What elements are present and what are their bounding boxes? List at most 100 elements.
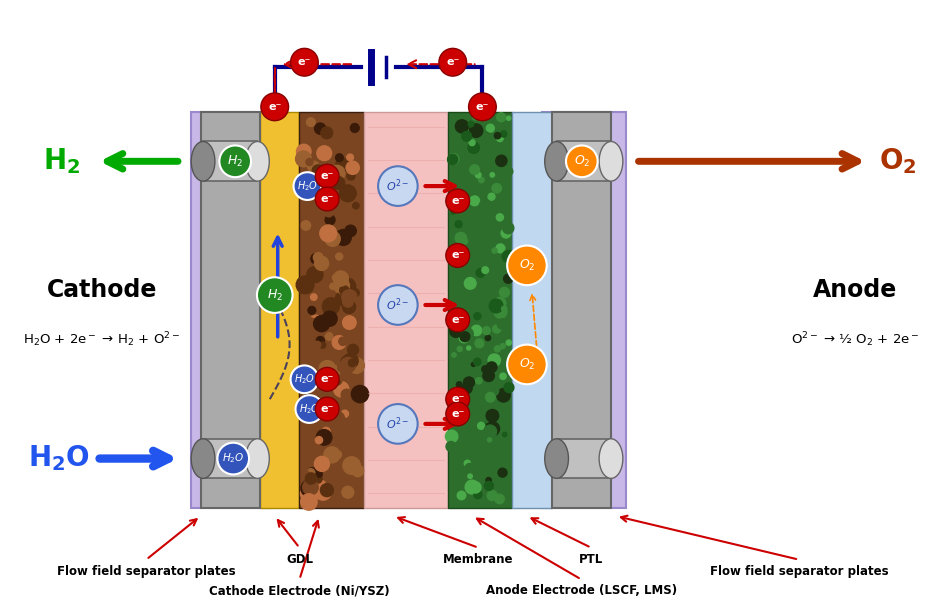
Circle shape — [305, 318, 316, 330]
Circle shape — [470, 348, 481, 358]
Circle shape — [315, 187, 339, 211]
Circle shape — [506, 340, 511, 345]
Circle shape — [478, 423, 485, 429]
Circle shape — [308, 306, 316, 314]
Text: O$^{2-}$ → ½ O$_2$ + 2e$^-$: O$^{2-}$ → ½ O$_2$ + 2e$^-$ — [791, 330, 920, 349]
Circle shape — [315, 164, 339, 188]
Circle shape — [344, 353, 358, 368]
Circle shape — [336, 154, 344, 162]
Ellipse shape — [191, 439, 215, 478]
Circle shape — [335, 229, 351, 246]
Circle shape — [307, 118, 315, 126]
Circle shape — [448, 154, 459, 164]
Circle shape — [462, 328, 473, 340]
Circle shape — [301, 494, 317, 510]
Circle shape — [501, 229, 511, 238]
Circle shape — [496, 214, 504, 221]
Circle shape — [322, 198, 334, 211]
Text: Anode: Anode — [813, 278, 898, 302]
Circle shape — [343, 316, 356, 330]
Circle shape — [347, 172, 355, 180]
Circle shape — [321, 316, 327, 323]
Circle shape — [317, 146, 331, 161]
Circle shape — [454, 409, 466, 421]
Circle shape — [295, 151, 311, 167]
Circle shape — [476, 269, 485, 277]
Circle shape — [348, 359, 356, 367]
Circle shape — [439, 49, 466, 76]
Text: $H_2O$: $H_2O$ — [294, 373, 315, 386]
Circle shape — [301, 182, 309, 192]
Circle shape — [494, 133, 506, 145]
Circle shape — [341, 410, 348, 417]
Text: $\mathbf{H_2O}$: $\mathbf{H_2O}$ — [29, 444, 90, 474]
Circle shape — [315, 437, 323, 444]
Circle shape — [333, 382, 348, 397]
Circle shape — [219, 145, 251, 177]
Circle shape — [343, 297, 353, 307]
Circle shape — [313, 316, 329, 331]
Text: Flow field separator plates: Flow field separator plates — [709, 565, 888, 578]
Circle shape — [487, 491, 497, 500]
Circle shape — [340, 358, 355, 373]
Circle shape — [315, 396, 324, 405]
Bar — [557, 439, 611, 478]
Circle shape — [469, 140, 475, 146]
Text: e⁻: e⁻ — [321, 375, 334, 384]
Circle shape — [494, 297, 506, 309]
Circle shape — [329, 412, 345, 427]
Ellipse shape — [599, 142, 623, 181]
Circle shape — [465, 278, 476, 289]
Text: e⁻: e⁻ — [321, 404, 334, 414]
Circle shape — [261, 93, 288, 121]
Circle shape — [303, 181, 309, 187]
Circle shape — [316, 337, 325, 345]
Circle shape — [332, 274, 339, 281]
Circle shape — [468, 93, 496, 121]
Circle shape — [323, 298, 339, 315]
Circle shape — [345, 225, 356, 237]
Circle shape — [311, 254, 321, 264]
Circle shape — [352, 465, 364, 477]
Circle shape — [347, 154, 353, 161]
Circle shape — [326, 231, 340, 246]
Circle shape — [316, 480, 326, 489]
Circle shape — [325, 208, 333, 217]
Text: $O^{2-}$: $O^{2-}$ — [387, 416, 409, 432]
Circle shape — [457, 347, 463, 351]
Text: Anode Electrode (LSCF, LMS): Anode Electrode (LSCF, LMS) — [486, 584, 677, 598]
Circle shape — [455, 232, 466, 244]
Circle shape — [497, 319, 507, 329]
Text: e⁻: e⁻ — [451, 409, 465, 419]
Circle shape — [446, 387, 469, 411]
Circle shape — [351, 385, 368, 402]
Circle shape — [446, 430, 458, 443]
Text: $H_2O$: $H_2O$ — [297, 179, 318, 193]
Circle shape — [492, 282, 501, 291]
Text: GDL: GDL — [286, 553, 313, 565]
Circle shape — [326, 333, 333, 340]
Circle shape — [316, 254, 327, 266]
Circle shape — [378, 166, 418, 206]
Circle shape — [446, 308, 469, 332]
Circle shape — [341, 356, 353, 368]
Text: $O^{2-}$: $O^{2-}$ — [387, 178, 409, 195]
Circle shape — [482, 267, 488, 274]
Circle shape — [446, 402, 469, 426]
Text: $O_2$: $O_2$ — [519, 258, 535, 273]
Text: Cathode Electrode (Ni/YSZ): Cathode Electrode (Ni/YSZ) — [209, 584, 389, 598]
Circle shape — [467, 474, 472, 478]
Circle shape — [326, 215, 335, 225]
Circle shape — [257, 277, 292, 313]
Text: PTL: PTL — [579, 553, 604, 565]
Circle shape — [504, 274, 513, 283]
Circle shape — [348, 358, 365, 373]
Circle shape — [504, 382, 514, 393]
Circle shape — [496, 244, 505, 253]
Bar — [447, 112, 512, 508]
Circle shape — [466, 480, 479, 494]
Circle shape — [455, 120, 468, 133]
Circle shape — [322, 311, 337, 326]
Circle shape — [466, 126, 473, 135]
Circle shape — [314, 123, 326, 134]
